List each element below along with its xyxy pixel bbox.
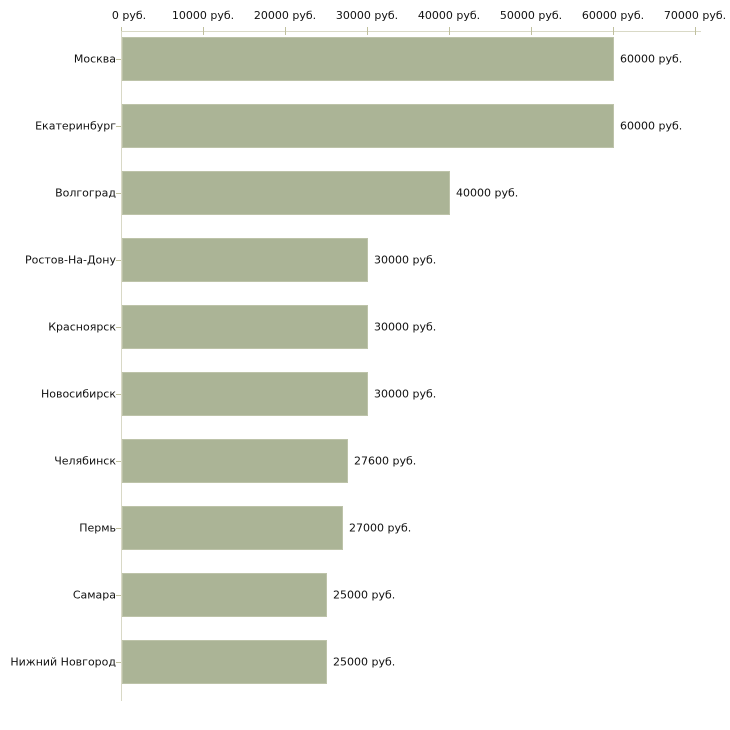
category-label: Челябинск — [54, 454, 116, 468]
bar — [122, 640, 327, 684]
bar — [122, 372, 368, 416]
y-tick-mark — [116, 394, 121, 395]
y-tick-mark — [116, 327, 121, 328]
x-axis-line — [121, 31, 701, 32]
x-tick-label: 20000 руб. — [253, 9, 317, 22]
category-label: Пермь — [79, 521, 116, 535]
bar — [122, 506, 343, 550]
category-label: Волгоград — [55, 186, 116, 200]
value-label: 27600 руб. — [354, 454, 417, 468]
y-tick-mark — [116, 662, 121, 663]
bar — [122, 238, 368, 282]
value-label: 25000 руб. — [333, 588, 396, 602]
bar — [122, 439, 348, 483]
category-label: Москва — [73, 52, 116, 66]
bar — [122, 573, 327, 617]
value-label: 27000 руб. — [349, 521, 412, 535]
x-tick-label: 70000 руб. — [663, 9, 727, 22]
x-tick-mark — [695, 27, 696, 35]
x-tick-label: 60000 руб. — [581, 9, 645, 22]
x-tick-label: 50000 руб. — [499, 9, 563, 22]
y-tick-mark — [116, 126, 121, 127]
x-tick-mark — [613, 27, 614, 35]
x-tick-mark — [203, 27, 204, 35]
category-label: Ростов-На-Дону — [24, 253, 116, 267]
x-tick-mark — [449, 27, 450, 35]
value-label: 60000 руб. — [620, 52, 683, 66]
x-tick-label: 0 руб. — [111, 9, 147, 22]
y-axis-line — [121, 31, 122, 701]
category-label: Самара — [72, 588, 116, 602]
x-tick-label: 30000 руб. — [335, 9, 399, 22]
x-tick-mark — [285, 27, 286, 35]
y-tick-mark — [116, 59, 121, 60]
y-tick-mark — [116, 595, 121, 596]
value-label: 30000 руб. — [374, 253, 437, 267]
x-tick-label: 40000 руб. — [417, 9, 481, 22]
category-label: Нижний Новгород — [10, 655, 116, 669]
value-label: 40000 руб. — [456, 186, 519, 200]
y-tick-mark — [116, 193, 121, 194]
category-label: Екатеринбург — [35, 119, 116, 133]
category-label: Новосибирск — [40, 387, 116, 401]
category-label: Красноярск — [48, 320, 116, 334]
value-label: 60000 руб. — [620, 119, 683, 133]
value-label: 30000 руб. — [374, 320, 437, 334]
bar — [122, 171, 450, 215]
bar — [122, 104, 614, 148]
value-label: 30000 руб. — [374, 387, 437, 401]
y-tick-mark — [116, 461, 121, 462]
bar — [122, 37, 614, 81]
x-tick-label: 10000 руб. — [171, 9, 235, 22]
bar — [122, 305, 368, 349]
value-label: 25000 руб. — [333, 655, 396, 669]
y-tick-mark — [116, 260, 121, 261]
y-tick-mark — [116, 528, 121, 529]
x-tick-mark — [531, 27, 532, 35]
x-tick-mark — [367, 27, 368, 35]
